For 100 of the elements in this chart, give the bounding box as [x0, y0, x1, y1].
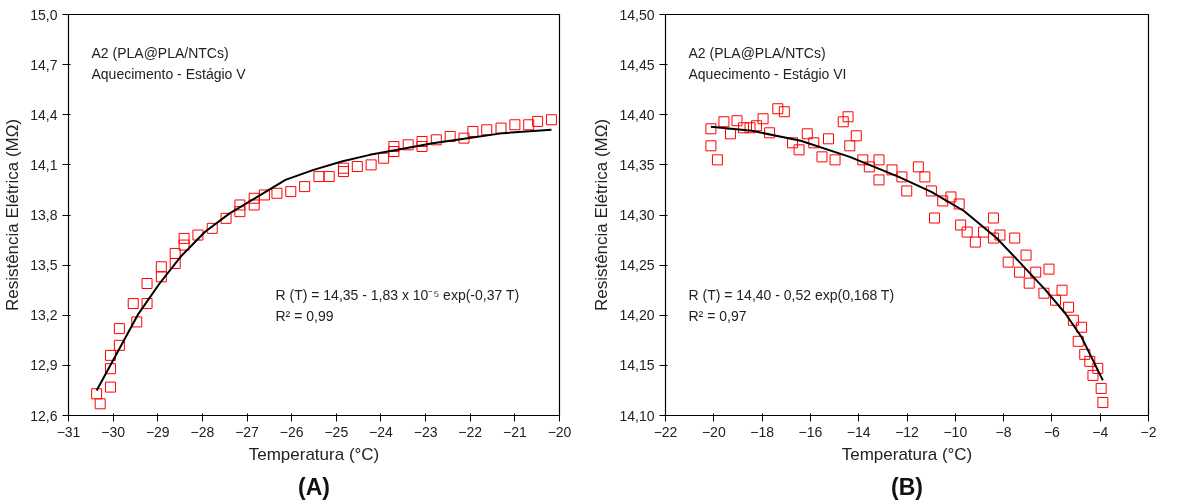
annotation: R (T) = 14,35 - 1,83 x 10⁻⁵ exp(-0,37 T) — [275, 286, 520, 303]
x-tick-label: −18 — [750, 423, 775, 440]
x-tick-label: −12 — [895, 423, 920, 440]
point — [467, 125, 479, 137]
y-tick-label: 14,35 — [619, 156, 655, 173]
point — [234, 199, 246, 211]
point — [509, 119, 521, 131]
point — [220, 212, 232, 224]
point — [430, 134, 442, 146]
point — [178, 239, 190, 251]
x-axis-title: Temperatura (°C) — [248, 444, 380, 464]
x-tick-label: −28 — [190, 423, 215, 440]
x-tick-label: −22 — [653, 423, 678, 440]
x-tick-label: −24 — [369, 423, 394, 440]
point — [495, 122, 507, 134]
point — [323, 171, 335, 183]
x-axis-title: Temperatura (°C) — [841, 444, 973, 464]
annotation: R² = 0,97 — [688, 308, 747, 325]
y-tick-label: 15,0 — [30, 6, 58, 23]
point — [378, 152, 390, 164]
annotation: Aquecimento - Estágio VI — [688, 66, 847, 83]
y-tick-label: 14,4 — [30, 106, 58, 123]
point — [337, 166, 349, 178]
y-tick-label: 14,50 — [619, 6, 655, 23]
x-tick-label: −22 — [458, 423, 483, 440]
point — [169, 247, 181, 259]
point — [388, 146, 400, 158]
point — [155, 261, 167, 273]
x-tick-label: −31 — [56, 423, 81, 440]
point — [141, 278, 153, 289]
point — [192, 229, 204, 241]
point — [248, 199, 260, 211]
point — [351, 161, 363, 173]
y-tick-label: 12,9 — [30, 357, 58, 374]
point — [337, 162, 349, 174]
text: (A) — [298, 473, 330, 500]
point — [104, 363, 116, 375]
text: (B) — [891, 473, 923, 500]
y-tick-label: 13,5 — [30, 257, 58, 274]
point — [113, 339, 125, 351]
point — [388, 141, 400, 152]
point — [481, 124, 493, 136]
x-tick-label: −10 — [943, 423, 968, 440]
point — [299, 181, 311, 193]
x-tick-label: −14 — [846, 423, 871, 440]
x-tick-label: −8 — [995, 423, 1012, 440]
annotation: Aquecimento - Estágio V — [91, 66, 247, 83]
point — [402, 139, 414, 151]
point — [271, 187, 283, 199]
y-tick-label: 14,30 — [619, 207, 655, 223]
point — [91, 388, 103, 400]
y-axis-title: Resistência Elétrica (MΩ) — [3, 118, 23, 312]
x-tick-label: −6 — [1043, 423, 1061, 440]
point — [155, 271, 167, 283]
point — [545, 114, 557, 126]
point — [313, 171, 325, 183]
point — [127, 298, 139, 310]
y-tick-label: 14,40 — [619, 106, 655, 123]
point — [113, 323, 125, 335]
x-tick-label: −26 — [279, 423, 304, 440]
y-tick-label: 14,15 — [619, 357, 655, 374]
point — [258, 189, 270, 201]
point — [94, 398, 106, 410]
x-tick-label: −27 — [235, 423, 260, 440]
point — [532, 115, 544, 127]
point — [444, 130, 456, 142]
y-tick-label: 14,20 — [619, 307, 655, 324]
point — [416, 141, 428, 152]
point — [458, 132, 470, 144]
x-tick-label: −21 — [502, 423, 527, 440]
point — [523, 119, 535, 131]
y-tick-label: 14,10 — [619, 407, 655, 424]
annotation: R (T) = 14,40 - 0,52 exp(0,168 T) — [688, 286, 895, 303]
x-tick-label: −20 — [701, 423, 726, 440]
y-tick-label: 13,2 — [30, 307, 58, 324]
x-tick-label: −25 — [324, 423, 349, 440]
x-tick-label: −16 — [798, 423, 823, 440]
x-tick-label: −30 — [101, 423, 126, 440]
y-tick-label: 14,7 — [30, 56, 58, 73]
point — [248, 192, 260, 204]
point — [416, 135, 428, 147]
point — [104, 349, 116, 361]
y-tick-label: 14,1 — [30, 156, 58, 173]
x-tick-label: −2 — [1140, 423, 1157, 440]
x-tick-label: −29 — [145, 423, 170, 440]
x-tick-label: −23 — [413, 423, 438, 440]
point — [234, 206, 246, 218]
y-axis-title: Resistência Elétrica (MΩ) — [592, 118, 612, 312]
y-tick-label: 14,25 — [619, 257, 655, 274]
annotation: A2 (PLA@PLA/NTCs) — [91, 44, 229, 61]
point — [141, 298, 153, 310]
point — [131, 316, 143, 328]
point — [169, 257, 181, 269]
y-tick-label: 12,6 — [30, 407, 58, 424]
x-tick-label: −20 — [547, 423, 572, 440]
point — [104, 381, 116, 393]
x-tick-label: −4 — [1092, 423, 1109, 440]
point — [285, 186, 297, 198]
annotation: R² = 0,99 — [275, 308, 334, 325]
point — [178, 232, 190, 244]
